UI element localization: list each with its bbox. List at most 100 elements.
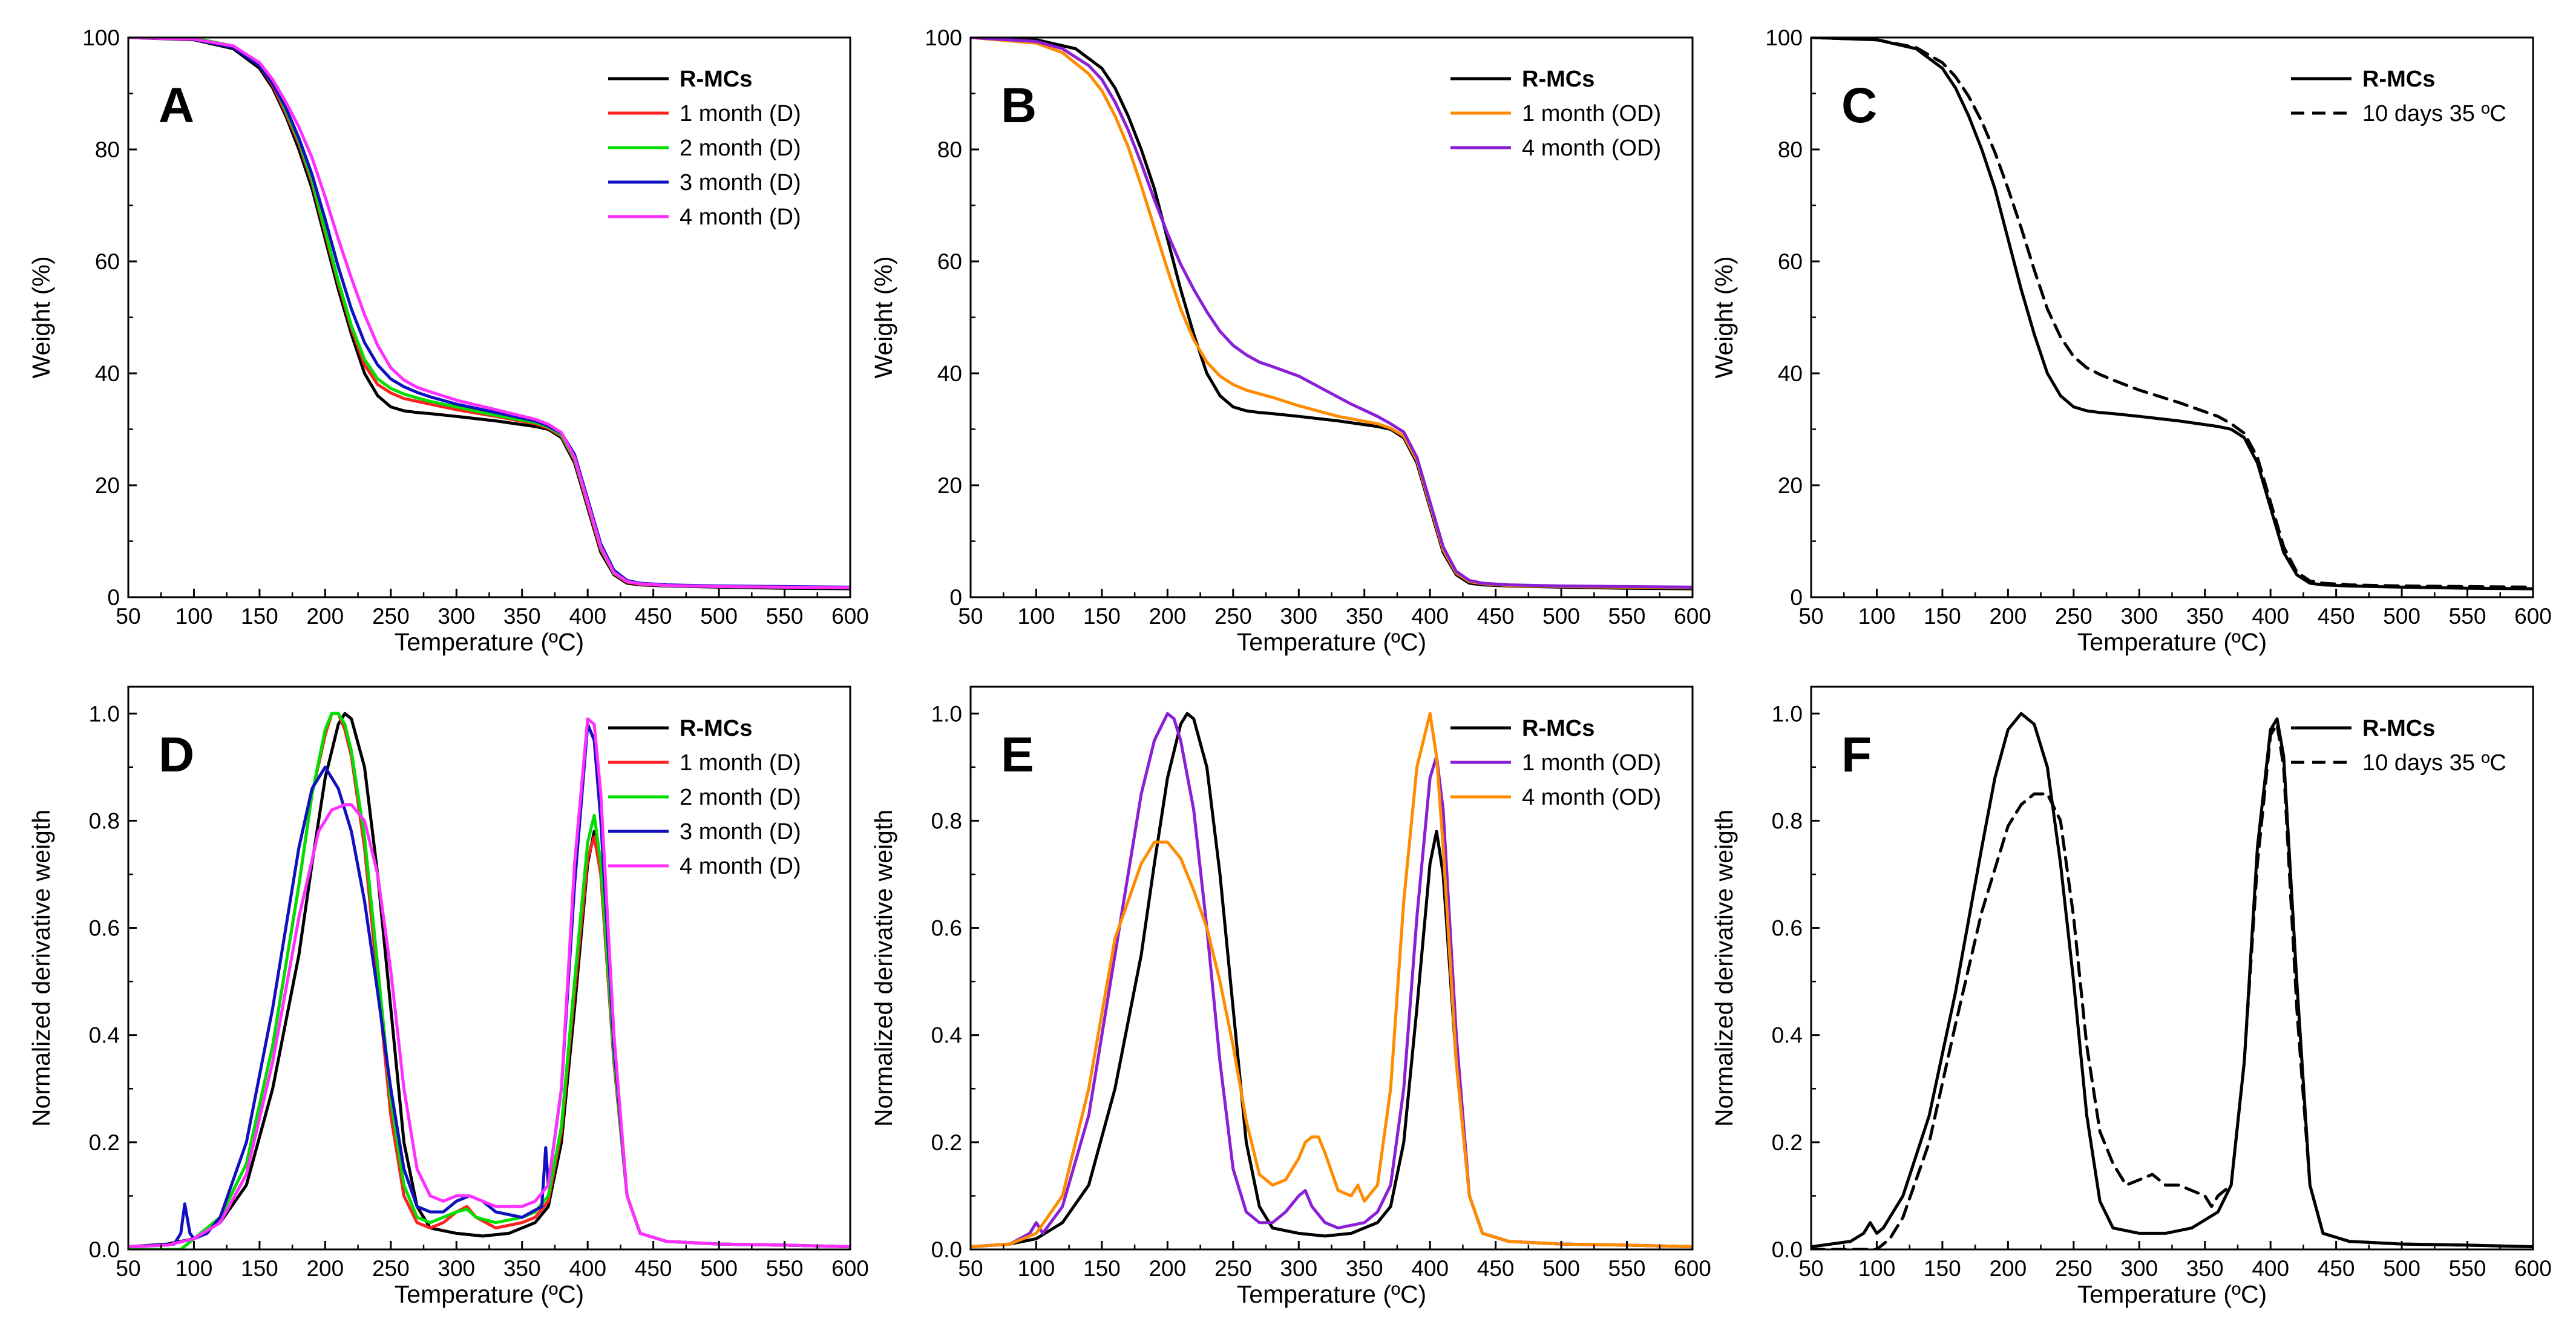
panel-c-xtick-label: 500 bbox=[2383, 604, 2420, 629]
panel-d-ylabel: Normalized derivative weigth bbox=[27, 810, 55, 1127]
panel-f: 50 100 150 200 250 300 350 400 450 500 550 600 0.0 0.… bbox=[1710, 686, 2552, 1308]
panel-d-line-4 bbox=[128, 717, 850, 1249]
panel-c-ytick-label: 100 bbox=[1765, 25, 1803, 50]
panel-c-xtick-label: 50 bbox=[1798, 604, 1823, 629]
panel-b-ytick-label: 80 bbox=[937, 137, 962, 162]
panel-e-xtick-label: 300 bbox=[1280, 1256, 1317, 1281]
panel-a-xtick-label: 150 bbox=[241, 604, 278, 629]
panel-c-letter: C bbox=[1841, 78, 1877, 133]
panel-e-line-1 bbox=[971, 712, 1693, 1249]
panel-d-legend-label-3: 3 month (D) bbox=[680, 819, 801, 845]
panel-d-xtick-label: 400 bbox=[569, 1256, 606, 1281]
panel-c-legend: R-MCs 10 days 35 ºC bbox=[2291, 67, 2506, 126]
panel-c-xtick-label: 100 bbox=[1858, 604, 1896, 629]
panel-e-ylabel: Normalized derivative weigth bbox=[870, 810, 897, 1127]
panel-f-ylabel: Normalized derivative weigth bbox=[1710, 810, 1738, 1127]
panel-c-xtick-label: 150 bbox=[1924, 604, 1961, 629]
panel-d-xtick-label: 50 bbox=[116, 1256, 140, 1281]
panel-d-ytick-label: 0.6 bbox=[89, 916, 120, 941]
panel-a-xtick-label: 550 bbox=[766, 604, 804, 629]
panel-c-ytick-label: 20 bbox=[1778, 473, 1803, 498]
panel-a-legend-label-3: 3 month (D) bbox=[680, 170, 801, 195]
panel-f-ytick-label: 1.0 bbox=[1772, 701, 1803, 726]
panel-e-ytick-label: 0.8 bbox=[931, 808, 962, 833]
panel-c-xlabel: Temperature (ºC) bbox=[2077, 628, 2267, 656]
panel-f-legend-label-0: R-MCs bbox=[2362, 716, 2435, 741]
panel-c-ytick-label: 60 bbox=[1778, 249, 1803, 274]
panel-b-xtick-label: 150 bbox=[1083, 604, 1121, 629]
panel-f-ytick-label: 0.0 bbox=[1772, 1237, 1803, 1262]
panel-d-xtick-label: 100 bbox=[175, 1256, 213, 1281]
panel-b-xtick-label: 350 bbox=[1346, 604, 1383, 629]
panel-c-xtick-label: 250 bbox=[2055, 604, 2093, 629]
panel-a-xtick-label: 200 bbox=[306, 604, 344, 629]
panel-d-ytick-label: 0.8 bbox=[89, 808, 120, 833]
panel-a-legend-label-1: 1 month (D) bbox=[680, 101, 801, 126]
panel-a-xtick-label: 450 bbox=[635, 604, 672, 629]
panel-b-series bbox=[971, 38, 1693, 591]
panel-e-xtick-label: 600 bbox=[1674, 1256, 1711, 1281]
panel-c-xtick-label: 200 bbox=[1989, 604, 2027, 629]
panel-f-xtick-label: 400 bbox=[2252, 1256, 2289, 1281]
panel-e-ytick-label: 0.2 bbox=[931, 1130, 962, 1155]
panel-f-ytick-label: 0.4 bbox=[1772, 1023, 1803, 1048]
panel-b-legend-label-2: 4 month (OD) bbox=[1522, 136, 1661, 161]
panel-b-ytick-label: 20 bbox=[937, 473, 962, 498]
panel-e-ytick-label: 0.6 bbox=[931, 916, 962, 941]
panel-e: 50 100 150 200 250 300 350 400 450 500 550 600 0.0 0.… bbox=[870, 686, 1711, 1308]
panel-f-xtick-label: 500 bbox=[2383, 1256, 2420, 1281]
panel-a-ytick-label: 60 bbox=[95, 249, 120, 274]
panel-a-legend-label-2: 2 month (D) bbox=[680, 136, 801, 161]
panel-c: 50 100 150 200 250 300 350 400 450 500 550 600 0 20 40… bbox=[1710, 25, 2552, 656]
panel-b-xlabel: Temperature (ºC) bbox=[1237, 628, 1426, 656]
panel-a-xtick-label: 500 bbox=[700, 604, 738, 629]
panel-f-xtick-label: 300 bbox=[2120, 1256, 2158, 1281]
panel-a-xtick-label: 400 bbox=[569, 604, 606, 629]
panel-f-ytick-label: 0.6 bbox=[1772, 916, 1803, 941]
panel-b-xtick-label: 300 bbox=[1280, 604, 1317, 629]
panel-f-xtick-label: 350 bbox=[2186, 1256, 2224, 1281]
panel-f-xlabel: Temperature (ºC) bbox=[2077, 1280, 2267, 1308]
panel-d-legend-label-2: 2 month (D) bbox=[680, 785, 801, 810]
panel-b-xtick-label: 450 bbox=[1477, 604, 1515, 629]
panel-e-xtick-label: 50 bbox=[958, 1256, 983, 1281]
panel-b-xtick-label: 100 bbox=[1018, 604, 1055, 629]
panel-a-xlabel: Temperature (ºC) bbox=[395, 628, 584, 656]
panel-d-xtick-label: 250 bbox=[372, 1256, 410, 1281]
panel-d-legend-label-0: R-MCs bbox=[680, 716, 752, 741]
panel-c-line-1 bbox=[1811, 38, 2533, 589]
panel-a-ytick-label: 100 bbox=[82, 25, 120, 50]
panel-f-ytick-label: 0.8 bbox=[1772, 808, 1803, 833]
panel-e-xtick-label: 550 bbox=[1608, 1256, 1646, 1281]
panel-c-legend-label-1: 10 days 35 ºC bbox=[2362, 101, 2506, 126]
panel-e-legend-label-0: R-MCs bbox=[1522, 716, 1594, 741]
panel-c-xtick-label: 450 bbox=[2318, 604, 2355, 629]
panel-c-ytick-label: 80 bbox=[1778, 137, 1803, 162]
panel-e-legend-label-1: 1 month (OD) bbox=[1522, 750, 1661, 776]
panel-f-legend: R-MCs 10 days 35 ºC bbox=[2291, 716, 2506, 776]
panel-a-series bbox=[128, 38, 850, 591]
panel-d-legend: R-MCs 1 month (D) 2 month (D) 3 month (D) 4 … bbox=[608, 716, 801, 879]
panel-a-xtick-label: 50 bbox=[116, 604, 140, 629]
panel-d-legend-label-4: 4 month (D) bbox=[680, 854, 801, 879]
panel-f-xtick-label: 100 bbox=[1858, 1256, 1896, 1281]
panel-e-xtick-label: 100 bbox=[1018, 1256, 1055, 1281]
panel-d-letter: D bbox=[159, 727, 194, 782]
panel-b-xtick-label: 400 bbox=[1411, 604, 1449, 629]
panel-d-xtick-label: 150 bbox=[241, 1256, 278, 1281]
panel-f-letter: F bbox=[1841, 727, 1872, 782]
panel-f-xtick-label: 600 bbox=[2514, 1256, 2552, 1281]
panel-f-xtick-label: 550 bbox=[2449, 1256, 2486, 1281]
panel-a-xtick-label: 600 bbox=[831, 604, 869, 629]
panel-a-ytick-label: 20 bbox=[95, 473, 120, 498]
panel-b-xtick-label: 500 bbox=[1542, 604, 1580, 629]
panel-f-xtick-label: 250 bbox=[2055, 1256, 2093, 1281]
panel-a-line-4 bbox=[128, 38, 850, 589]
panel-d-xtick-label: 300 bbox=[438, 1256, 475, 1281]
panel-b-legend: R-MCs 1 month (OD) 4 month (OD) bbox=[1450, 67, 1661, 161]
panel-d-xtick-label: 550 bbox=[766, 1256, 804, 1281]
panel-b-ylabel: Weight (%) bbox=[870, 256, 897, 378]
panel-e-legend-label-2: 4 month (OD) bbox=[1522, 785, 1661, 810]
panel-b-ytick-label: 60 bbox=[937, 249, 962, 274]
panel-b-xtick-label: 50 bbox=[958, 604, 983, 629]
